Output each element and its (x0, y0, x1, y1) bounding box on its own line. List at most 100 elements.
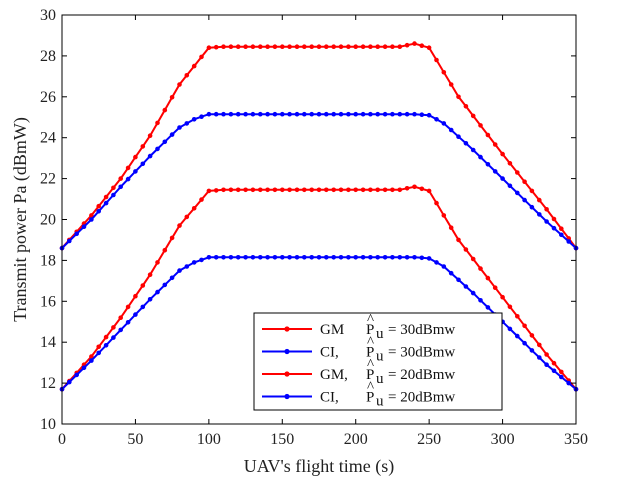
data-point (243, 44, 248, 49)
data-point (426, 256, 432, 261)
data-point (470, 256, 476, 262)
data-point (228, 44, 234, 49)
data-point (302, 111, 307, 117)
series-layer (59, 41, 579, 392)
data-point (515, 190, 520, 196)
y-tick-label: 14 (40, 334, 56, 351)
data-point (434, 260, 439, 265)
data-point (441, 264, 447, 269)
data-point (338, 44, 344, 49)
data-point (206, 45, 212, 50)
data-point (294, 111, 300, 117)
data-point (177, 82, 182, 87)
data-point (426, 45, 432, 50)
data-point (360, 111, 366, 117)
x-tick-label: 250 (417, 431, 441, 448)
data-point (331, 44, 337, 49)
data-point (412, 184, 417, 190)
legend-method: CI, (320, 390, 339, 406)
data-point (544, 362, 549, 368)
legend-swatch-marker (284, 348, 290, 355)
data-point (544, 352, 549, 357)
data-point (162, 282, 168, 288)
data-point (221, 111, 226, 117)
data-point (184, 121, 190, 126)
data-point (559, 226, 564, 231)
data-point (353, 111, 359, 117)
data-point (537, 355, 542, 360)
data-point (441, 70, 447, 75)
legend-symbol-p: P (366, 390, 374, 406)
data-point (375, 254, 381, 260)
data-point (456, 94, 461, 100)
data-point (368, 254, 373, 260)
data-point (302, 254, 307, 260)
legend-value: = 30dBmw (388, 322, 455, 338)
y-tick-label: 28 (40, 48, 56, 65)
data-point (287, 187, 292, 193)
data-point (492, 285, 498, 291)
data-point (67, 379, 72, 385)
data-point (507, 304, 513, 310)
data-point (316, 44, 322, 49)
data-point (309, 187, 315, 193)
data-point (346, 187, 351, 193)
data-point (500, 176, 505, 181)
data-point (448, 82, 454, 87)
data-point (522, 340, 527, 346)
data-point (302, 44, 307, 49)
legend-value: = 20dBmw (388, 390, 455, 406)
x-tick-label: 350 (564, 431, 588, 448)
data-point (316, 187, 322, 193)
data-point (544, 207, 549, 212)
data-point (294, 44, 300, 49)
series-line (61, 42, 577, 249)
series-1 (59, 111, 579, 251)
data-point (470, 113, 476, 119)
data-point (155, 260, 160, 265)
data-point (368, 111, 373, 117)
data-point (551, 225, 557, 231)
data-point (434, 57, 439, 63)
data-point (529, 333, 535, 338)
data-point (235, 254, 241, 260)
data-point (235, 111, 241, 117)
data-point (478, 298, 483, 303)
data-point (221, 187, 226, 193)
data-point (206, 111, 212, 117)
data-point (250, 44, 256, 49)
data-point (243, 187, 248, 193)
data-point (566, 239, 571, 244)
data-point (397, 187, 403, 193)
data-point (96, 209, 101, 214)
data-point (419, 112, 425, 117)
data-point (463, 141, 469, 146)
data-point (147, 153, 153, 159)
data-point (184, 214, 190, 220)
data-point (390, 187, 395, 193)
data-point (426, 188, 432, 194)
data-point (169, 275, 175, 281)
data-point (522, 197, 527, 203)
data-point (346, 111, 351, 117)
data-point (324, 254, 329, 260)
data-point (390, 254, 395, 260)
data-point (375, 111, 381, 117)
data-point (412, 41, 417, 46)
data-point (250, 187, 256, 193)
data-point (228, 254, 234, 260)
data-point (316, 254, 322, 260)
legend-method: GM, (320, 367, 348, 383)
data-point (448, 270, 454, 276)
data-point (155, 120, 160, 126)
data-point (382, 111, 388, 117)
data-point (470, 147, 476, 153)
data-point (375, 44, 381, 49)
x-tick-label: 200 (344, 431, 368, 448)
data-point (191, 260, 197, 265)
y-tick-label: 24 (40, 130, 56, 147)
data-point (404, 111, 410, 117)
data-point (529, 204, 535, 210)
data-point (111, 335, 116, 340)
data-point (265, 111, 270, 117)
